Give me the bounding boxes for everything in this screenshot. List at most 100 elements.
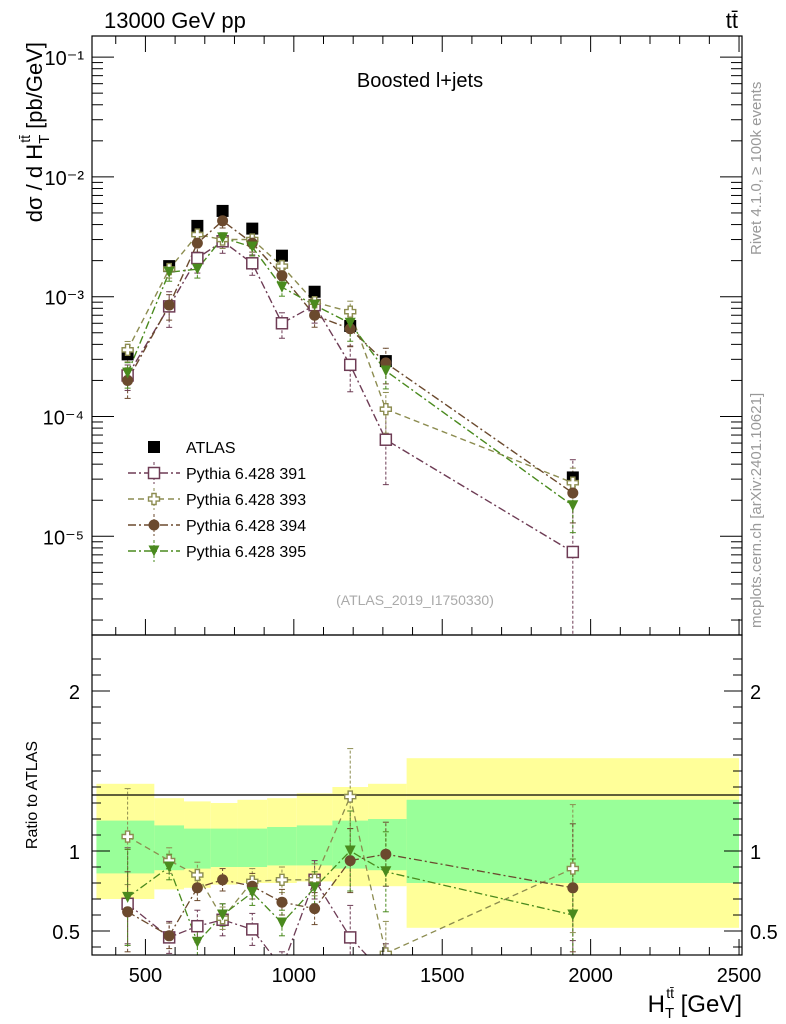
rivet-label: Rivet 4.1.0, ≥ 100k events: [748, 82, 765, 255]
legend-label: Pythia 6.428 391: [186, 466, 306, 483]
series-marker: [344, 317, 356, 329]
inner-uncertainty-band: [96, 820, 155, 874]
ratio-marker: [163, 930, 175, 942]
series-marker: [567, 500, 579, 512]
series-marker: [309, 309, 321, 321]
series-marker: [191, 251, 204, 265]
ratio-marker: [276, 896, 288, 908]
legend-marker: [147, 492, 161, 506]
inner-uncertainty-band: [296, 825, 333, 866]
ratio-series-line: [127, 878, 368, 955]
ratio-series-line: [127, 850, 573, 944]
mcplots-label: mcplots.cern.ch [arXiv:2401.10621]: [748, 393, 765, 628]
ratio-series-line: [127, 853, 573, 937]
y-tick-label: 10⁻⁴: [43, 407, 84, 429]
main-y-axis-label: dσ / d HTtt̄ [pb/GeV]: [17, 42, 53, 222]
atlas-data-point: [191, 219, 204, 232]
series-marker: [566, 545, 580, 559]
main-axes: 10⁻¹ 10⁻² 10⁻³ 10⁻⁴ 10⁻⁵ 500 1000 1500 2000 2500: [43, 36, 762, 987]
ratio-y-tick-label-right: 1: [750, 842, 761, 864]
x-label-main: H: [648, 991, 665, 1018]
ratio-marker: [380, 970, 391, 981]
legend-label: Pythia 6.428 394: [186, 518, 306, 535]
ratio-marker: [567, 909, 579, 921]
ratio-y-tick-label: 0.5: [52, 922, 80, 944]
series-marker: [217, 232, 229, 244]
analysis-id: (ATLAS_2019_I1750330): [336, 592, 494, 608]
series-marker: [191, 237, 203, 249]
legend: ATLAS Pythia 6.428 391 Pythia 6.428 393 Pyt…: [128, 440, 306, 562]
ratio-marker: [344, 845, 356, 857]
ratio-marker: [217, 874, 229, 886]
legend-label: Pythia 6.428 393: [186, 492, 306, 509]
series-marker: [122, 367, 134, 379]
series-marker: [309, 299, 321, 311]
series-marker: [246, 241, 258, 253]
series-marker: [343, 358, 357, 372]
atlas-data-point: [216, 204, 229, 217]
series-line: [126, 233, 574, 484]
chart-title: Boosted l+jets: [357, 70, 483, 92]
series-marker: [379, 433, 393, 446]
atlas-data-point: [308, 285, 321, 298]
legend-marker: [148, 545, 160, 557]
series-marker: [246, 257, 259, 270]
ratio-marker: [275, 873, 289, 886]
ratio-marker: [246, 887, 258, 899]
ratio-marker: [191, 936, 203, 948]
series-marker: [276, 281, 288, 293]
series-line: [127, 240, 574, 553]
ratio-axes: 0.5 0.5 1 1 2 2: [52, 658, 778, 948]
x-tick-label: 2500: [717, 965, 762, 987]
legend-label: ATLAS: [186, 440, 236, 457]
x-label-sub: T: [665, 1005, 674, 1022]
x-axis-label: HTtt̄ [GeV]: [648, 985, 742, 1022]
ratio-marker: [344, 855, 356, 867]
series-marker: [121, 343, 134, 357]
ratio-marker: [567, 882, 579, 894]
ratio-marker: [191, 868, 204, 882]
inner-uncertainty-band: [210, 828, 238, 867]
x-tick-label: 1500: [420, 965, 465, 987]
ratio-series-line: [127, 794, 574, 955]
inner-uncertainty-band: [368, 819, 407, 871]
x-label-unit: [GeV]: [674, 991, 742, 1018]
ratio-y-tick-label-right: 2: [750, 682, 761, 704]
ratio-y-axis-label: Ratio to ATLAS: [24, 741, 41, 849]
series-marker: [379, 403, 393, 416]
ratio-marker: [121, 830, 134, 843]
ratio-marker: [379, 947, 393, 955]
ratio-frame: [91, 634, 743, 956]
ratio-marker: [344, 790, 357, 803]
x-tick-label: 2000: [568, 965, 613, 987]
main-series: [121, 204, 580, 635]
x-label-sup: tt̄: [666, 985, 674, 1001]
y-label-main: dσ / d H: [22, 144, 47, 222]
y-label-sup: tt̄: [17, 135, 33, 143]
atlas-data-point: [275, 249, 288, 262]
series-marker: [122, 374, 134, 386]
y-tick-label: 10⁻¹: [45, 48, 85, 70]
ratio-y-tick-label-right: 0.5: [750, 922, 778, 944]
ratio-series: [121, 748, 580, 981]
ratio-marker: [122, 891, 134, 903]
ratio-y-tick-label: 1: [69, 842, 80, 864]
inner-uncertainty-band: [267, 827, 297, 866]
y-tick-label: 10⁻³: [45, 288, 85, 310]
atlas-data-point: [246, 222, 259, 235]
series-marker: [380, 365, 392, 377]
ratio-marker: [191, 919, 204, 933]
ratio-marker: [380, 848, 392, 860]
series-marker: [276, 270, 288, 282]
inner-uncertainty-band: [237, 828, 268, 867]
series-marker: [191, 263, 203, 275]
y-label-unit: [pb/GeV]: [22, 42, 47, 135]
series-marker: [217, 215, 229, 227]
x-tick-label: 500: [129, 965, 162, 987]
ratio-marker: [309, 903, 321, 915]
ratio-marker: [380, 866, 392, 878]
ratio-y-tick-label: 2: [69, 682, 80, 704]
legend-marker: [148, 441, 160, 453]
